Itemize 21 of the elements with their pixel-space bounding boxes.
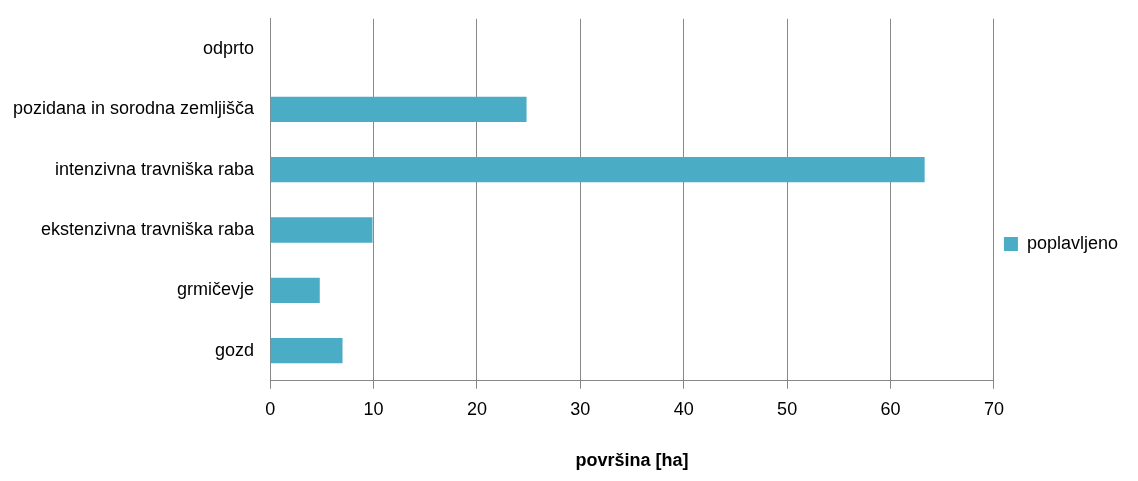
x-tick-label: 70 bbox=[983, 398, 1004, 419]
x-tick-label: 50 bbox=[777, 398, 798, 419]
bar bbox=[270, 277, 320, 303]
y-tick-label: grmičevje bbox=[177, 279, 255, 300]
bar bbox=[270, 337, 343, 364]
y-tick-label: pozidana in sorodna zemljišča bbox=[13, 98, 256, 119]
legend-label: poplavljeno bbox=[1026, 232, 1119, 253]
x-tick-label: 60 bbox=[880, 398, 901, 419]
x-tick-label: 0 bbox=[265, 398, 276, 419]
bar bbox=[270, 96, 527, 122]
bar bbox=[270, 156, 925, 183]
x-tick-label: 40 bbox=[673, 398, 694, 419]
y-tick-label: gozd bbox=[215, 339, 255, 360]
y-tick-label: ekstenzivna travniška raba bbox=[41, 218, 256, 239]
bar bbox=[270, 217, 373, 243]
y-tick-label: odprto bbox=[203, 37, 255, 58]
x-tick-label: 10 bbox=[363, 398, 384, 419]
x-tick-label: 20 bbox=[466, 398, 487, 419]
y-tick-label: intenzivna travniška raba bbox=[55, 158, 256, 179]
x-tick-label: 30 bbox=[570, 398, 591, 419]
x-axis-title: površina [ha] bbox=[575, 450, 689, 471]
